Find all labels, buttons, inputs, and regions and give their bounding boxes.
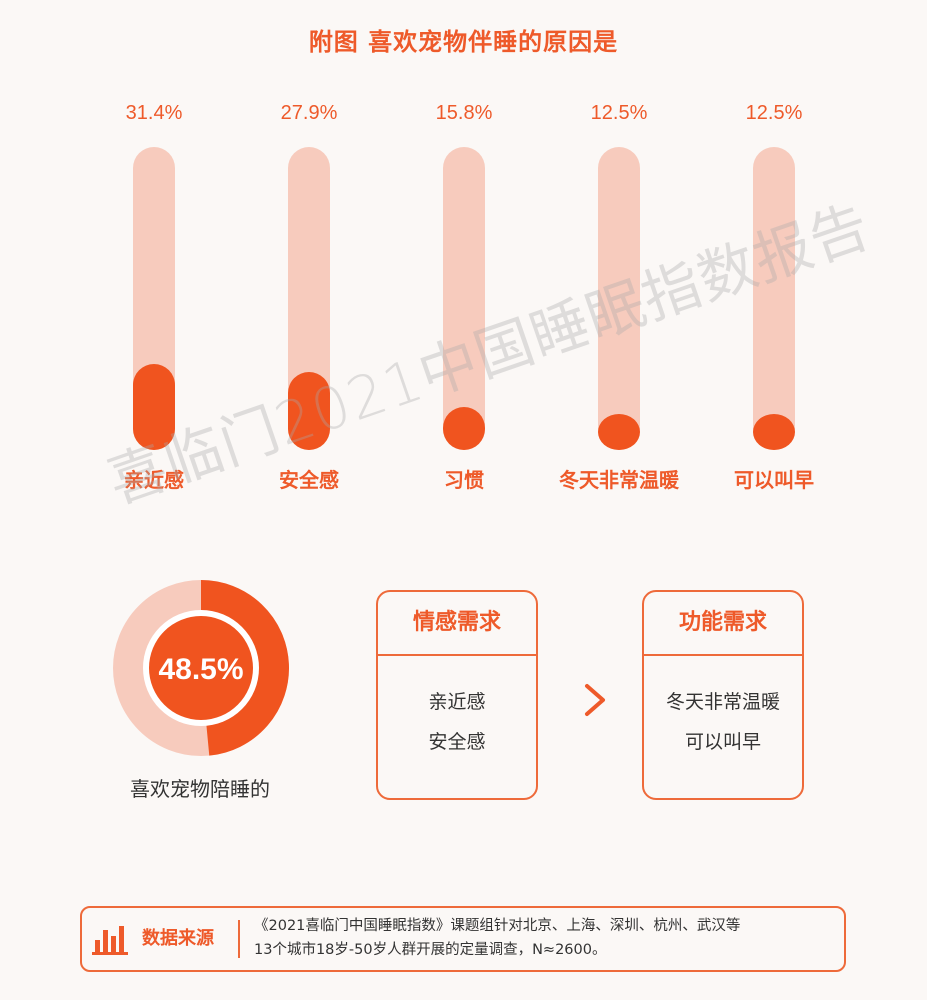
donut-caption: 喜欢宠物陪睡的 <box>130 777 270 801</box>
bar-track <box>443 147 485 450</box>
card-item: 可以叫早 <box>684 731 761 753</box>
bar-value-label: 12.5% <box>591 102 648 124</box>
card-title: 功能需求 <box>644 592 802 656</box>
donut-value-arc <box>200 580 289 756</box>
data-source-line: 《2021喜临门中国睡眠指数》课题组针对北京、上海、深圳、杭州、武汉等 <box>254 918 741 934</box>
card-title: 情感需求 <box>378 592 536 656</box>
bar-value-label: 27.9% <box>281 102 338 124</box>
donut-value-label: 48.5% <box>158 653 243 686</box>
bar-category-label: 习惯 <box>444 468 484 492</box>
bar-chart: 31.4% 亲近感 27.9% 安全感 15.8% 习惯 12.5% 冬天非常温暖 12.5% 可… <box>124 102 814 492</box>
card-item: 安全感 <box>428 731 486 753</box>
bar-category-label: 冬天非常温暖 <box>559 468 680 492</box>
donut-chart: 48.5% <box>113 580 289 756</box>
bar-track <box>753 147 795 450</box>
bar <box>443 407 485 450</box>
bar <box>133 364 175 450</box>
bar-value-label: 15.8% <box>436 102 493 124</box>
donut-center <box>149 616 253 720</box>
card-item: 亲近感 <box>428 691 486 713</box>
data-source-box: 数据来源 《2021喜临门中国睡眠指数》课题组针对北京、上海、深圳、杭州、武汉等… <box>80 906 846 972</box>
bar-category-label: 亲近感 <box>124 468 184 492</box>
bar <box>288 372 330 450</box>
card-item: 冬天非常温暖 <box>665 691 780 713</box>
bar-track <box>288 147 330 450</box>
functional-needs-card: 功能需求 冬天非常温暖 可以叫早 <box>642 590 804 800</box>
bar-track <box>598 147 640 450</box>
divider <box>238 920 240 958</box>
bar-category-label: 安全感 <box>279 468 339 492</box>
bar-value-label: 31.4% <box>126 102 183 124</box>
bar <box>598 414 640 450</box>
chart-title: 附图 喜欢宠物伴睡的原因是 <box>308 28 619 56</box>
bar-chart-icon <box>92 926 128 955</box>
data-source-line: 13个城市18岁-50岁人群开展的定量调查，N≈2600。 <box>254 942 607 958</box>
data-source-label: 数据来源 <box>142 928 214 949</box>
emotional-needs-card: 情感需求 亲近感 安全感 <box>376 590 538 800</box>
bar-value-label: 12.5% <box>746 102 803 124</box>
bar-category-label: 可以叫早 <box>734 468 814 492</box>
bar <box>753 414 795 450</box>
chevron-right-icon <box>585 684 605 716</box>
data-source-text: 《2021喜临门中国睡眠指数》课题组针对北京、上海、深圳、杭州、武汉等 13个城… <box>254 914 834 962</box>
